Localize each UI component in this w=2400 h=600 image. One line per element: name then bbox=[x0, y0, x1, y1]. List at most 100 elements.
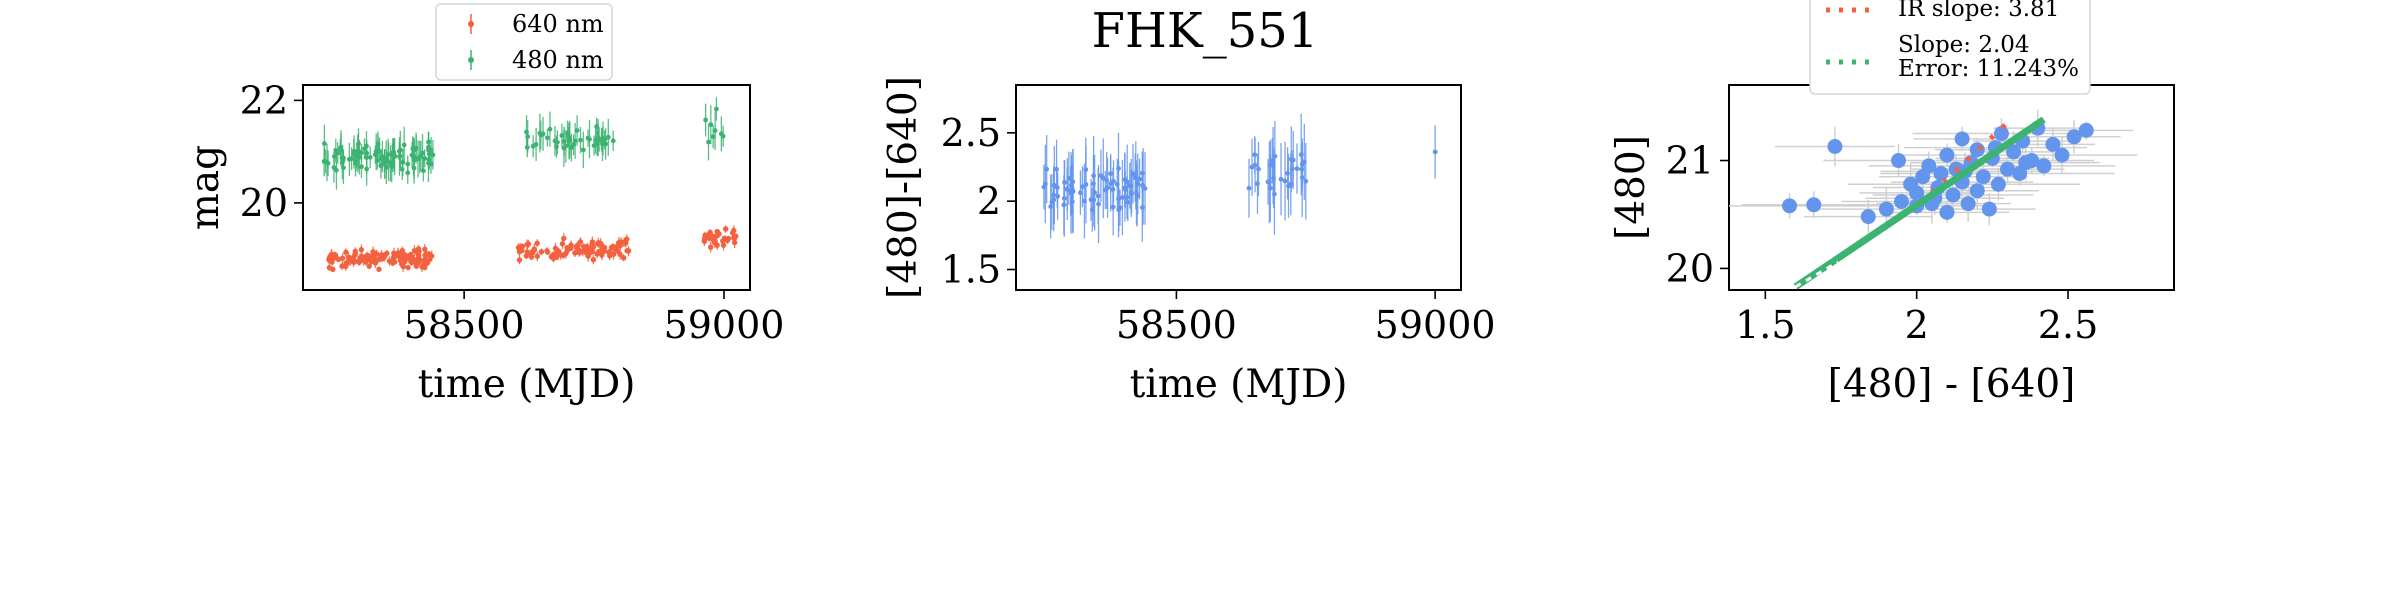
color-series-point bbox=[1082, 198, 1087, 204]
series-480nm-point bbox=[372, 152, 378, 158]
legend: 640 nm 480 nm bbox=[435, 3, 613, 81]
series-640nm-point bbox=[544, 248, 550, 254]
series-640nm-point bbox=[720, 242, 727, 248]
y-tick-label: 2 bbox=[977, 179, 1001, 223]
series-640nm-point bbox=[366, 253, 372, 260]
cmd-point bbox=[1960, 196, 1976, 212]
series-640nm-point bbox=[339, 255, 346, 261]
series-640nm-point bbox=[422, 246, 428, 253]
series-640nm-point bbox=[714, 228, 720, 235]
x-tick-label: 59000 bbox=[664, 303, 785, 347]
series-640nm-point bbox=[386, 258, 393, 264]
series-480nm-point bbox=[351, 149, 357, 154]
series-640nm-point bbox=[524, 241, 530, 248]
cmd-point bbox=[1954, 131, 1970, 147]
cmd-point bbox=[1782, 198, 1798, 214]
series-480nm-point bbox=[545, 135, 550, 141]
cmd-point bbox=[1939, 147, 1955, 163]
color-series-point bbox=[1062, 179, 1067, 185]
x-tick-label: 2 bbox=[1905, 303, 1929, 347]
cmd-point bbox=[1933, 165, 1949, 181]
series-640nm-point bbox=[516, 257, 523, 263]
series-480nm-point bbox=[380, 154, 385, 160]
series-480nm-point bbox=[580, 147, 586, 153]
cmd-point bbox=[1860, 209, 1876, 225]
series-640nm-point bbox=[359, 253, 365, 260]
cmd-point bbox=[2066, 129, 2082, 145]
series-640nm-point bbox=[572, 250, 578, 256]
series-480nm-point bbox=[422, 155, 428, 161]
series-640nm-point bbox=[409, 259, 415, 266]
color-series-point bbox=[1256, 166, 1261, 172]
series-640nm-point bbox=[370, 248, 376, 255]
series-480nm-point bbox=[399, 166, 405, 172]
series-640nm-point bbox=[398, 258, 404, 264]
cmd-point bbox=[1990, 176, 2006, 192]
color-series-point bbox=[1051, 192, 1057, 198]
series-640nm-point bbox=[528, 254, 535, 260]
series-640nm-point bbox=[343, 249, 349, 255]
color-series-point bbox=[1140, 184, 1146, 189]
x-tick-label: 58500 bbox=[404, 303, 525, 347]
series-640nm-point bbox=[707, 232, 713, 239]
series-480nm-point bbox=[559, 133, 565, 138]
series-480nm-point bbox=[706, 139, 711, 145]
color-series-point bbox=[1252, 162, 1258, 168]
cmd-point bbox=[2006, 144, 2022, 160]
series-480nm-point bbox=[396, 148, 402, 154]
color-series-point bbox=[1048, 204, 1054, 209]
axes-frame bbox=[302, 84, 751, 291]
series-480nm-point bbox=[349, 156, 355, 162]
cmd-point bbox=[1827, 139, 1843, 154]
series-640nm-point bbox=[596, 248, 602, 255]
series-480nm-point bbox=[563, 143, 569, 149]
series-480nm-point bbox=[712, 128, 718, 133]
series-480nm-point bbox=[391, 150, 397, 155]
series-480nm-point bbox=[321, 141, 327, 146]
series-640nm-point bbox=[620, 255, 627, 261]
series-480nm-point bbox=[574, 128, 580, 133]
series-480nm-point bbox=[718, 131, 724, 137]
series-640nm-point bbox=[725, 235, 732, 242]
series-640nm-point bbox=[391, 250, 397, 256]
series-480nm-point bbox=[547, 126, 553, 132]
series-480nm-point bbox=[362, 146, 367, 152]
series-640nm-point bbox=[534, 240, 540, 246]
series-480nm-point bbox=[571, 142, 576, 148]
legend-marker bbox=[468, 21, 474, 27]
series-640nm-point bbox=[426, 251, 432, 257]
cmd-point bbox=[1993, 126, 2009, 142]
series-640nm-point bbox=[524, 249, 531, 255]
series-640nm-point bbox=[621, 239, 627, 246]
series-480nm-point bbox=[337, 146, 343, 152]
series-640nm-point bbox=[329, 259, 335, 265]
series-480nm-point bbox=[605, 134, 611, 140]
series-640nm-point bbox=[534, 253, 540, 259]
y-axis-label: [480] bbox=[1609, 135, 1654, 240]
y-axis-label: [480]-[640] bbox=[881, 76, 926, 299]
y-tick-label: 1.5 bbox=[941, 248, 1001, 292]
cmd-point bbox=[1878, 201, 1894, 217]
series-640nm-point bbox=[423, 257, 430, 263]
cmd-point bbox=[1894, 194, 1910, 210]
color-series-point bbox=[1078, 190, 1083, 196]
color-series-point bbox=[1120, 195, 1125, 200]
series-640nm-point bbox=[356, 259, 362, 266]
color-series-point bbox=[1135, 181, 1141, 187]
series-640nm-point bbox=[366, 263, 372, 269]
series-480nm-point bbox=[383, 164, 389, 170]
series-640nm-point bbox=[405, 264, 411, 271]
series-640nm-point bbox=[577, 239, 584, 245]
series-480nm-point bbox=[335, 150, 341, 156]
series-640nm-point bbox=[422, 264, 428, 271]
legend-label: 640 nm bbox=[512, 10, 604, 38]
series-640nm-point bbox=[589, 245, 595, 252]
series-640nm-point bbox=[376, 266, 382, 272]
series-640nm-point bbox=[519, 247, 525, 254]
series-480nm-point bbox=[599, 138, 604, 144]
color-series-point bbox=[1117, 205, 1123, 211]
color-series-point bbox=[1246, 185, 1252, 191]
cmd-point bbox=[2045, 136, 2061, 152]
series-640nm-point bbox=[335, 256, 342, 262]
